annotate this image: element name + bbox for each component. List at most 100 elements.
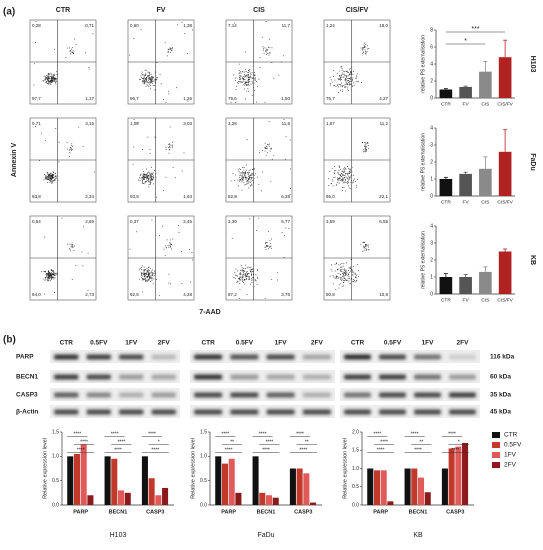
cell-dot [152, 77, 153, 78]
cell-dot [336, 85, 338, 87]
cell-dot [243, 80, 245, 82]
cell-dot [141, 80, 143, 82]
cell-dot [238, 70, 240, 72]
cell-dot [35, 197, 37, 198]
cell-dot [55, 83, 57, 85]
cell-dot [154, 136, 156, 138]
cell-dot [168, 246, 170, 248]
cell-dot [53, 79, 55, 81]
cell-dot [49, 174, 50, 176]
cell-dot [151, 79, 152, 81]
cell-dot [48, 81, 50, 83]
cell-dot [150, 80, 152, 82]
cell-dot [136, 231, 137, 233]
panel-label: (a) [3, 7, 15, 18]
cell-dot [240, 81, 242, 83]
cell-dot [49, 276, 51, 278]
blot-band [54, 354, 79, 360]
cell-dot [242, 78, 244, 80]
cell-dot [148, 79, 149, 81]
cell-dot [246, 74, 248, 76]
cell-dot [249, 218, 251, 220]
cell-dot [242, 280, 243, 282]
cell-dot [52, 171, 54, 173]
cell-dot [348, 78, 350, 79]
quadrant-value: 96,7 [130, 96, 139, 101]
cell-dot [150, 76, 152, 78]
cell-dot [172, 238, 174, 240]
size-label: 35 kDa [490, 392, 511, 399]
cell-dot [271, 279, 273, 280]
cell-dot [143, 178, 145, 180]
cell-dot [143, 77, 145, 79]
cell-dot [168, 273, 170, 275]
cell-dot [240, 276, 242, 278]
cell-dot [172, 141, 174, 143]
y-tick-label: 3 [430, 240, 433, 246]
cell-dot [248, 79, 250, 81]
cell-dot [51, 277, 52, 278]
cell-dot [51, 78, 53, 80]
cell-dot [246, 179, 248, 181]
cell-dot [348, 84, 350, 86]
cell-dot [58, 161, 60, 163]
cell-dot [145, 273, 147, 275]
cell-dot [73, 53, 75, 55]
cell-dot [366, 51, 368, 53]
cell-dot [152, 80, 154, 82]
cell-dot [148, 266, 150, 268]
cell-dot [144, 272, 146, 274]
cell-dot [235, 268, 237, 270]
cell-dot [55, 272, 57, 274]
cell-dot [136, 122, 138, 124]
blot-band [151, 392, 176, 398]
cell-dot [251, 275, 252, 277]
cell-dot [141, 265, 143, 267]
blot-band [379, 409, 406, 415]
cell-dot [343, 262, 345, 264]
cell-dot [171, 145, 173, 147]
cell-dot [247, 84, 249, 85]
cell-dot [88, 66, 90, 68]
quadrant-value: 92,5 [130, 292, 139, 297]
cell-dot [52, 181, 54, 183]
significance-label: * [464, 38, 467, 45]
cell-dot [47, 273, 49, 274]
cell-dot [151, 278, 152, 280]
cell-dot [252, 273, 254, 275]
cell-dot [357, 81, 359, 83]
quadrant-value: 6,28 [281, 194, 290, 199]
quadrant-value: 2,69 [85, 219, 94, 224]
cell-dot [47, 172, 49, 174]
cell-dot [44, 270, 46, 272]
cell-dot [365, 146, 366, 148]
cell-dot [54, 77, 55, 79]
cell-dot [236, 274, 237, 276]
y-tick-label: 0.5 [200, 478, 207, 484]
cell-dot [149, 277, 151, 279]
cell-dot [343, 273, 344, 275]
cell-dot [340, 77, 342, 78]
bar [124, 492, 131, 505]
cell-dot [254, 74, 256, 76]
cell-dot [347, 78, 349, 79]
cell-dot [155, 74, 157, 76]
cell-dot [51, 273, 52, 275]
cell-dot [152, 172, 154, 174]
cell-dot [342, 279, 344, 281]
cell-dot [364, 53, 366, 54]
blot-band [151, 354, 176, 360]
cell-dot [144, 276, 146, 278]
cell-dot [46, 81, 47, 83]
cell-dot [248, 81, 249, 83]
cell-dot [267, 245, 269, 247]
cell-dot [165, 247, 167, 249]
cell-dot [245, 273, 247, 275]
significance-label: **** [259, 431, 267, 437]
cell-dot [45, 178, 47, 179]
cell-dot [251, 184, 253, 186]
cell-dot [238, 72, 240, 74]
cell-dot [343, 76, 345, 78]
cell-dot [69, 152, 71, 153]
cell-dot [143, 174, 145, 176]
